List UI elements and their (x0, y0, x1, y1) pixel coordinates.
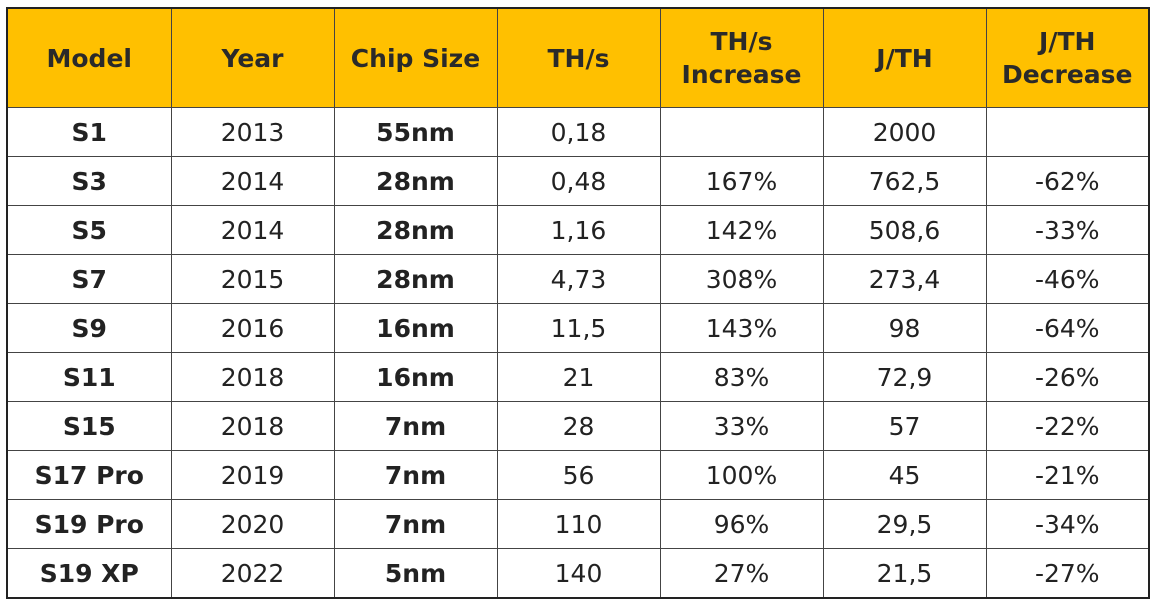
table-row: S7 2015 28nm 4,73 308% 273,4 -46% (6, 254, 1150, 304)
table-cell: 56 (496, 450, 661, 500)
header-cell: TH/s (496, 7, 661, 108)
table-cell: S17 Pro (6, 450, 172, 500)
table-row: S5 2014 28nm 1,16 142% 508,6 -33% (6, 205, 1150, 255)
header-cell: Year (170, 7, 335, 108)
table-cell: 167% (659, 156, 824, 206)
table-row: S1 2013 55nm 0,18 2000 (6, 107, 1150, 157)
table-cell: 273,4 (822, 254, 987, 304)
table-cell (659, 107, 824, 157)
table-cell: 2016 (170, 303, 335, 353)
table-row: S17 Pro 2019 7nm 56 100% 45 -21% (6, 450, 1150, 500)
table-row: S9 2016 16nm 11,5 143% 98 -64% (6, 303, 1150, 353)
table-cell: 308% (659, 254, 824, 304)
table-cell: 2000 (822, 107, 987, 157)
table-cell: S19 XP (6, 548, 172, 599)
table-cell: 7nm (333, 450, 498, 500)
table-cell: 7nm (333, 499, 498, 549)
table-cell: 72,9 (822, 352, 987, 402)
table-cell: 110 (496, 499, 661, 549)
table-cell: 2019 (170, 450, 335, 500)
table-cell: 142% (659, 205, 824, 255)
table-cell: -26% (985, 352, 1150, 402)
table-cell: -64% (985, 303, 1150, 353)
table-cell: S3 (6, 156, 172, 206)
table-cell: 4,73 (496, 254, 661, 304)
table-cell: 28nm (333, 205, 498, 255)
table-cell: 28 (496, 401, 661, 451)
table-cell: 0,48 (496, 156, 661, 206)
table-cell: S9 (6, 303, 172, 353)
table-cell: S1 (6, 107, 172, 157)
table-row: S11 2018 16nm 21 83% 72,9 -26% (6, 352, 1150, 402)
table-cell: 2015 (170, 254, 335, 304)
table-cell: -34% (985, 499, 1150, 549)
table-cell: 508,6 (822, 205, 987, 255)
table-cell: -27% (985, 548, 1150, 599)
table-cell: 2014 (170, 156, 335, 206)
header-cell: J/TH Decrease (985, 7, 1150, 108)
table-cell: 0,18 (496, 107, 661, 157)
table-cell: 16nm (333, 352, 498, 402)
header-cell: Chip Size (333, 7, 498, 108)
table-cell: 16nm (333, 303, 498, 353)
table-row: S15 2018 7nm 28 33% 57 -22% (6, 401, 1150, 451)
table-cell: 140 (496, 548, 661, 599)
table-cell: 21 (496, 352, 661, 402)
table-container: Model Year Chip Size TH/s TH/s Increase J/TH J… (6, 7, 1150, 599)
table-cell: S5 (6, 205, 172, 255)
table-cell: -22% (985, 401, 1150, 451)
table-cell: -33% (985, 205, 1150, 255)
table-cell: 28nm (333, 156, 498, 206)
table-cell: 2018 (170, 401, 335, 451)
table-cell: 27% (659, 548, 824, 599)
table-cell (985, 107, 1150, 157)
table-row: S19 XP 2022 5nm 140 27% 21,5 -27% (6, 548, 1150, 599)
header-cell: Model (6, 7, 172, 108)
table-cell: 98 (822, 303, 987, 353)
table-cell: 45 (822, 450, 987, 500)
table: Model Year Chip Size TH/s TH/s Increase J/TH J… (6, 7, 1150, 599)
header-cell: J/TH (822, 7, 987, 108)
table-cell: 2018 (170, 352, 335, 402)
table-cell: 7nm (333, 401, 498, 451)
table-cell: 143% (659, 303, 824, 353)
header-cell: TH/s Increase (659, 7, 824, 108)
table-cell: -62% (985, 156, 1150, 206)
table-cell: S7 (6, 254, 172, 304)
table-cell: 57 (822, 401, 987, 451)
table-cell: 33% (659, 401, 824, 451)
table-cell: 21,5 (822, 548, 987, 599)
table-cell: 83% (659, 352, 824, 402)
table-cell: 5nm (333, 548, 498, 599)
table-cell: 100% (659, 450, 824, 500)
table-cell: 96% (659, 499, 824, 549)
table-cell: 2013 (170, 107, 335, 157)
table-cell: 762,5 (822, 156, 987, 206)
table-cell: S11 (6, 352, 172, 402)
table-cell: -21% (985, 450, 1150, 500)
table-cell: S19 Pro (6, 499, 172, 549)
table-cell: -46% (985, 254, 1150, 304)
table-cell: 2020 (170, 499, 335, 549)
header-row: Model Year Chip Size TH/s TH/s Increase J/TH J… (6, 7, 1150, 108)
table-cell: 2014 (170, 205, 335, 255)
table-row: S19 Pro 2020 7nm 110 96% 29,5 -34% (6, 499, 1150, 549)
table-cell: 1,16 (496, 205, 661, 255)
table-cell: 28nm (333, 254, 498, 304)
table-body: S1 2013 55nm 0,18 2000 S3 2014 28nm 0,48 167% 762,… (6, 107, 1150, 599)
table-cell: 11,5 (496, 303, 661, 353)
table-cell: 29,5 (822, 499, 987, 549)
table-row: S3 2014 28nm 0,48 167% 762,5 -62% (6, 156, 1150, 206)
table-cell: S15 (6, 401, 172, 451)
table-cell: 55nm (333, 107, 498, 157)
table-cell: 2022 (170, 548, 335, 599)
